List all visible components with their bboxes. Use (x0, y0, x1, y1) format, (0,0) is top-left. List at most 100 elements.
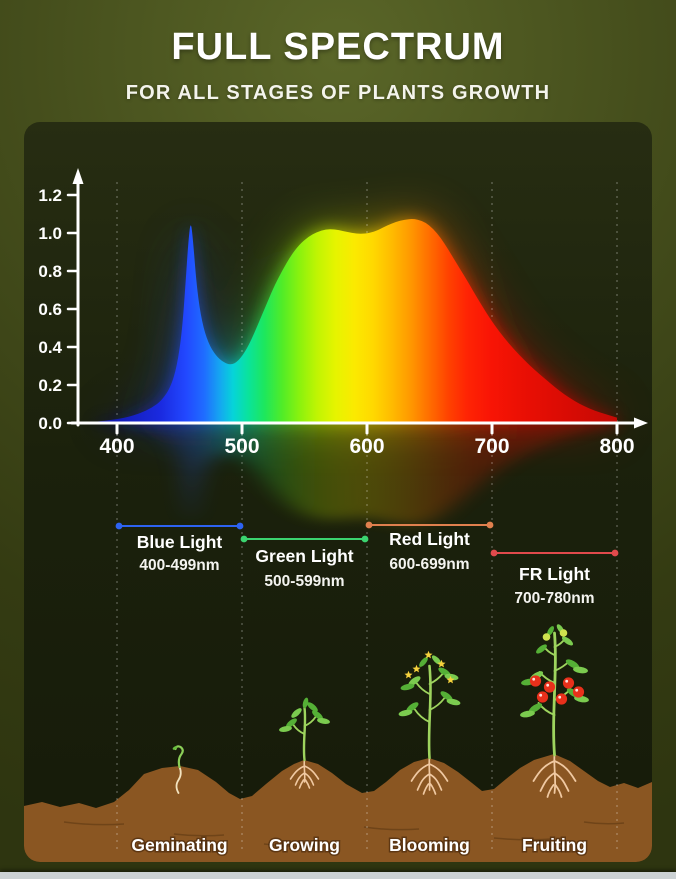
stage-label-fruiting: Fruiting (522, 835, 587, 855)
y-tick-label: 0.0 (38, 414, 62, 433)
leaf (565, 659, 580, 669)
y-tick-label: 0.6 (38, 300, 62, 319)
leaf (400, 683, 415, 691)
range-line-dot (490, 549, 498, 557)
leaf (279, 726, 292, 732)
plant-germinating (172, 745, 184, 794)
x-tick-label: 400 (99, 435, 134, 458)
plant-fruiting (520, 624, 589, 798)
x-tick-label: 800 (599, 435, 634, 458)
soil-texture (583, 821, 625, 825)
soil-texture (363, 826, 420, 831)
leaf (291, 708, 302, 718)
unripe-fruit (542, 633, 551, 641)
range-line-dot (240, 535, 248, 543)
y-tick-label: 0.8 (38, 262, 62, 281)
stage-label-growing: Growing (269, 835, 340, 855)
leaf (520, 710, 535, 718)
range-nm-label: 600-699nm (389, 556, 469, 573)
spectrum-reflection (92, 423, 617, 525)
flower (437, 659, 446, 668)
flower (446, 675, 455, 684)
range-line-dot (115, 522, 123, 530)
range-label: FR Light (519, 564, 590, 584)
range-nm-label: 400-499nm (139, 557, 219, 574)
tomato-highlight (532, 677, 536, 681)
leaf (528, 703, 543, 713)
tomato-highlight (575, 688, 579, 692)
soil-texture (173, 833, 225, 837)
soil-texture (263, 843, 317, 847)
x-tick-label: 700 (474, 435, 509, 458)
leaf (536, 644, 547, 654)
range-line-dot (611, 549, 619, 557)
leaf (307, 702, 318, 712)
range-nm-label: 700-780nm (514, 590, 594, 607)
leaf (172, 746, 178, 750)
y-tick-label: 1.0 (38, 224, 62, 243)
y-tick-label: 1.2 (38, 186, 62, 205)
page-bottom-strip (0, 872, 676, 879)
range-green-light: Green Light 500-599nm (240, 535, 369, 590)
leaf (398, 709, 413, 717)
leaf (446, 698, 461, 706)
leaf (431, 655, 442, 665)
y-axis-arrow (72, 168, 84, 184)
soil-texture (493, 837, 553, 841)
range-line-dot (365, 521, 373, 529)
range-line-dot (486, 521, 494, 529)
leaf (440, 691, 453, 701)
leaf (302, 697, 309, 709)
tomato-highlight (565, 679, 569, 683)
tomato-fruit (555, 693, 568, 705)
flower (424, 650, 433, 659)
stage-label-blooming: Blooming (389, 835, 470, 855)
range-blue-light: Blue Light 400-499nm (115, 522, 244, 574)
range-label: Green Light (255, 546, 353, 566)
chart-panel: 400 500 600 700 800 0.0 0.2 0.4 0.6 0.8 1.0 1.2 Blue… (24, 122, 652, 862)
range-label: Red Light (389, 529, 470, 549)
tomato-fruit (536, 691, 549, 703)
range-line-dot (361, 535, 369, 543)
tomato-fruit (543, 681, 556, 693)
tomato-highlight (558, 695, 562, 699)
flower (404, 670, 413, 679)
flower (412, 664, 421, 673)
plant-blooming (398, 650, 461, 795)
plant-growing (279, 697, 330, 789)
leaf (317, 718, 330, 724)
leaf (547, 626, 554, 636)
range-line-dot (236, 522, 244, 530)
leaf (408, 676, 421, 686)
leaf (573, 666, 588, 674)
unripe-fruit (559, 629, 568, 637)
range-label: Blue Light (137, 532, 223, 552)
page-title: FULL SPECTRUM (171, 26, 505, 68)
tomato-highlight (539, 693, 543, 697)
tomato-fruit (562, 677, 575, 689)
y-tick-label: 0.2 (38, 376, 62, 395)
tomato-fruit (572, 686, 585, 698)
x-axis-arrow (634, 417, 648, 429)
range-red-light: Red Light 600-699nm (365, 521, 494, 573)
x-tick-label: 500 (224, 435, 259, 458)
tomato-fruit (529, 675, 542, 687)
leaf (312, 710, 323, 720)
leaf (406, 702, 419, 712)
spectrum-area (92, 219, 617, 423)
spectrum-chart: 400 500 600 700 800 0.0 0.2 0.4 0.6 0.8 1.0 1.2 Blue… (24, 168, 652, 862)
y-tick-label: 0.4 (38, 338, 62, 357)
axes (66, 168, 648, 435)
tomato-highlight (546, 683, 550, 687)
leaf (561, 636, 574, 646)
leaf (286, 718, 297, 728)
range-fr-light: FR Light 700-780nm (490, 549, 619, 607)
page-subtitle: FOR ALL STAGES OF PLANTS GROWTH (125, 82, 551, 104)
x-tick-label: 600 (349, 435, 384, 458)
range-nm-label: 500-599nm (264, 573, 344, 590)
soil (24, 754, 652, 862)
header: FULL SPECTRUM FOR ALL STAGES OF PLANTS G… (0, 0, 676, 105)
stage-label-geminating: Geminating (131, 835, 227, 855)
soil-texture (63, 821, 125, 826)
